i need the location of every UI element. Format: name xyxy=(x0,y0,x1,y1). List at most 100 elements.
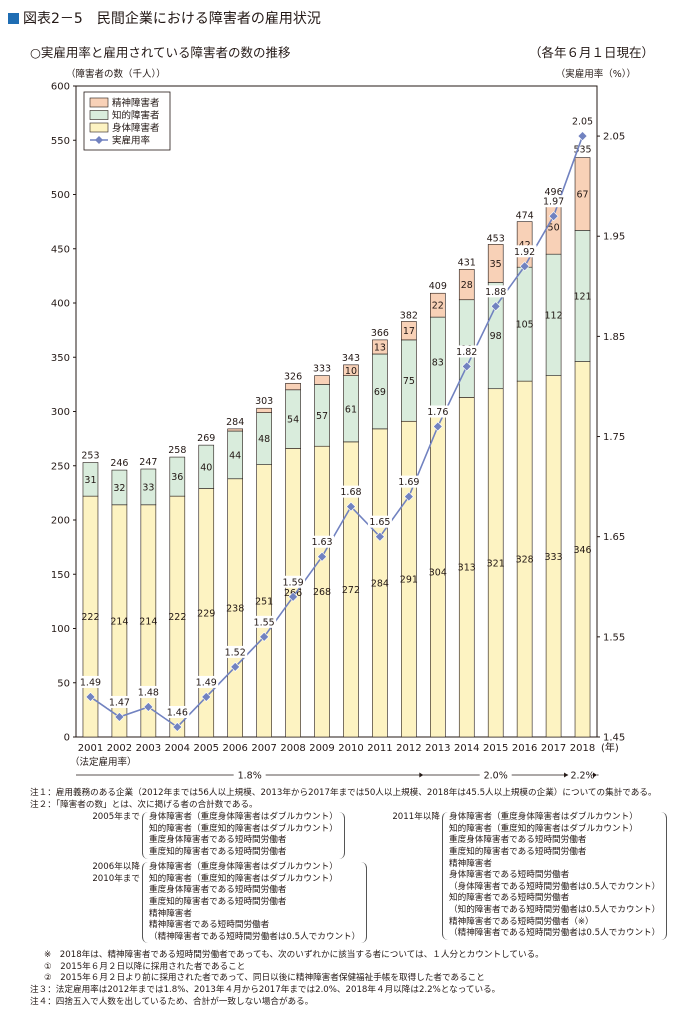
definition-item: 重度身体障害者である短時間労働者 xyxy=(149,835,287,846)
bar-value-label: 321 xyxy=(487,558,505,569)
rate-marker xyxy=(172,722,183,732)
definition-item: （身体障害者である短時間労働者は0.5人でカウント） xyxy=(449,881,661,892)
rate-label-bg xyxy=(367,515,392,528)
bar-value-label: 48 xyxy=(258,434,270,445)
y-left-tick-label: 350 xyxy=(51,353,70,364)
bar-total-label: 343 xyxy=(342,353,360,364)
bar-segment xyxy=(111,469,128,506)
definition-item: 身体障害者（重度身体障害者はダブルカウント） xyxy=(449,812,638,823)
bar-value-label: 57 xyxy=(316,411,328,422)
rate-marker xyxy=(432,421,443,432)
bar-total-label: 382 xyxy=(400,311,418,322)
definition-item: 身体障害者（重度身体障害者はダブルカウント） xyxy=(149,812,338,823)
x-tick-label: 2012 xyxy=(396,743,421,754)
chart-subtitle: ○実雇用率と雇用されている障害者の数の推移 xyxy=(30,45,291,60)
bar-total-label: 269 xyxy=(197,433,215,444)
bar-value-label: 50 xyxy=(548,223,560,234)
bar-segment xyxy=(198,444,215,489)
rate-marker xyxy=(230,661,241,672)
rate-marker xyxy=(519,261,530,272)
bar-segment xyxy=(169,456,186,497)
definition-item: （知的障害者である短時間労働者は0.5人でカウント） xyxy=(449,904,661,915)
rate-marker xyxy=(577,131,588,142)
rate-marker xyxy=(288,591,299,602)
rate-label-bg xyxy=(107,695,132,708)
bar-value-label: 346 xyxy=(573,545,591,556)
x-tick-label: 2002 xyxy=(107,743,132,754)
title-square-icon xyxy=(8,13,19,24)
rate-label-bg xyxy=(252,615,277,628)
bar-value-label: 291 xyxy=(400,575,418,586)
bar-total-label: 258 xyxy=(168,445,186,456)
rate-value-label: 1.52 xyxy=(225,647,246,658)
figure-title-text: 図表2－5 民間企業における障害者の雇用状況 xyxy=(23,11,321,27)
y-left-tick-label: 600 xyxy=(51,82,70,93)
x-axis-suffix: (年) xyxy=(601,741,619,754)
rate-value-label: 1.48 xyxy=(138,687,159,698)
legal-rate-value: 2.0% xyxy=(484,771,508,782)
definition-item: 重度知的障害者である短時間労働者 xyxy=(149,846,287,857)
bar-value-label: 222 xyxy=(168,612,186,623)
rate-value-label: 1.47 xyxy=(109,697,130,708)
rate-label-bg xyxy=(483,285,508,298)
y-left-tick-label: 50 xyxy=(57,678,70,689)
legend-label: 精神障害者 xyxy=(112,97,160,109)
definition-item: 精神障害者である短時間労働者 xyxy=(149,920,270,931)
bar-value-label: 284 xyxy=(371,578,389,589)
bar-value-label: 304 xyxy=(429,568,447,579)
bar-value-label: 121 xyxy=(573,291,591,302)
rate-label-bg xyxy=(454,345,479,358)
legal-rate-value: 1.8% xyxy=(238,771,262,782)
x-tick-label: 2015 xyxy=(483,743,508,754)
bar-segment xyxy=(256,407,272,413)
bar-total-label: 474 xyxy=(516,211,534,222)
rate-label-bg xyxy=(425,405,450,418)
def-2005-label: 2005年まで xyxy=(92,812,140,823)
definition-item: 身体障害者（重度身体障害者はダブルカウント） xyxy=(149,862,338,873)
rate-value-label: 1.76 xyxy=(427,407,448,418)
note-3: 注３：法定雇用率は2012年までは1.8%、2013年４月から2017年までは2… xyxy=(30,984,501,995)
x-tick-label: 2007 xyxy=(251,743,276,754)
rate-label-bg xyxy=(194,675,219,688)
y-right-tick-label: 2.05 xyxy=(603,132,625,143)
legend-swatch xyxy=(89,110,109,120)
definition-item: 重度身体障害者である短時間労働者 xyxy=(449,835,587,846)
rate-value-label: 1.55 xyxy=(254,617,275,628)
rate-label-bg xyxy=(223,645,248,658)
note-2: 注２：「障害者の数」とは、次に掲げる者の合計数である。 xyxy=(30,799,258,810)
rate-value-label: 1.88 xyxy=(485,287,506,298)
bar-segment xyxy=(285,382,301,391)
definition-item: 知的障害者である短時間労働者 xyxy=(449,893,570,904)
rate-marker xyxy=(374,531,385,542)
def-2006-label: 2006年以降 2010年まで xyxy=(70,862,140,885)
y-left-tick-label: 450 xyxy=(51,244,70,255)
y-left-tick-label: 250 xyxy=(51,461,70,472)
rate-marker xyxy=(548,211,559,222)
bar-value-label: 105 xyxy=(516,320,534,331)
y-right-tick-label: 1.55 xyxy=(603,632,625,643)
note-4: 注４：四捨五入で人数を出しているため、合計が一致しない場合がある。 xyxy=(30,996,314,1007)
x-tick-label: 2014 xyxy=(454,743,479,754)
note-1: 注１：雇用義務のある企業（2012年までは56人以上規模、2013年から2017… xyxy=(30,788,657,798)
y-left-tick-label: 150 xyxy=(51,570,70,581)
definition-item: 重度知的障害者である短時間労働者 xyxy=(149,896,287,907)
legend-swatch xyxy=(89,122,109,133)
y-left-tick-label: 300 xyxy=(51,407,70,418)
bar-value-label: 67 xyxy=(576,189,588,200)
bar-value-label: 238 xyxy=(226,603,244,614)
bar-total-label: 535 xyxy=(573,145,591,156)
bar-value-label: 54 xyxy=(287,415,299,426)
rate-value-label: 1.59 xyxy=(283,577,304,588)
rate-marker xyxy=(317,551,327,562)
legal-rate-arrow xyxy=(419,772,424,778)
rate-value-label: 1.49 xyxy=(80,677,101,688)
bar-value-label: 40 xyxy=(200,462,212,473)
x-tick-label: 2006 xyxy=(222,743,247,754)
bar-value-label: 44 xyxy=(229,450,241,461)
bar-value-label: 214 xyxy=(110,616,128,627)
y-right-tick-label: 1.95 xyxy=(603,232,625,243)
rate-marker xyxy=(114,712,125,722)
y-right-tick-label: 1.85 xyxy=(603,332,625,343)
definition-item: 重度身体障害者である短時間労働者 xyxy=(149,885,287,896)
rate-label-bg xyxy=(281,575,306,588)
